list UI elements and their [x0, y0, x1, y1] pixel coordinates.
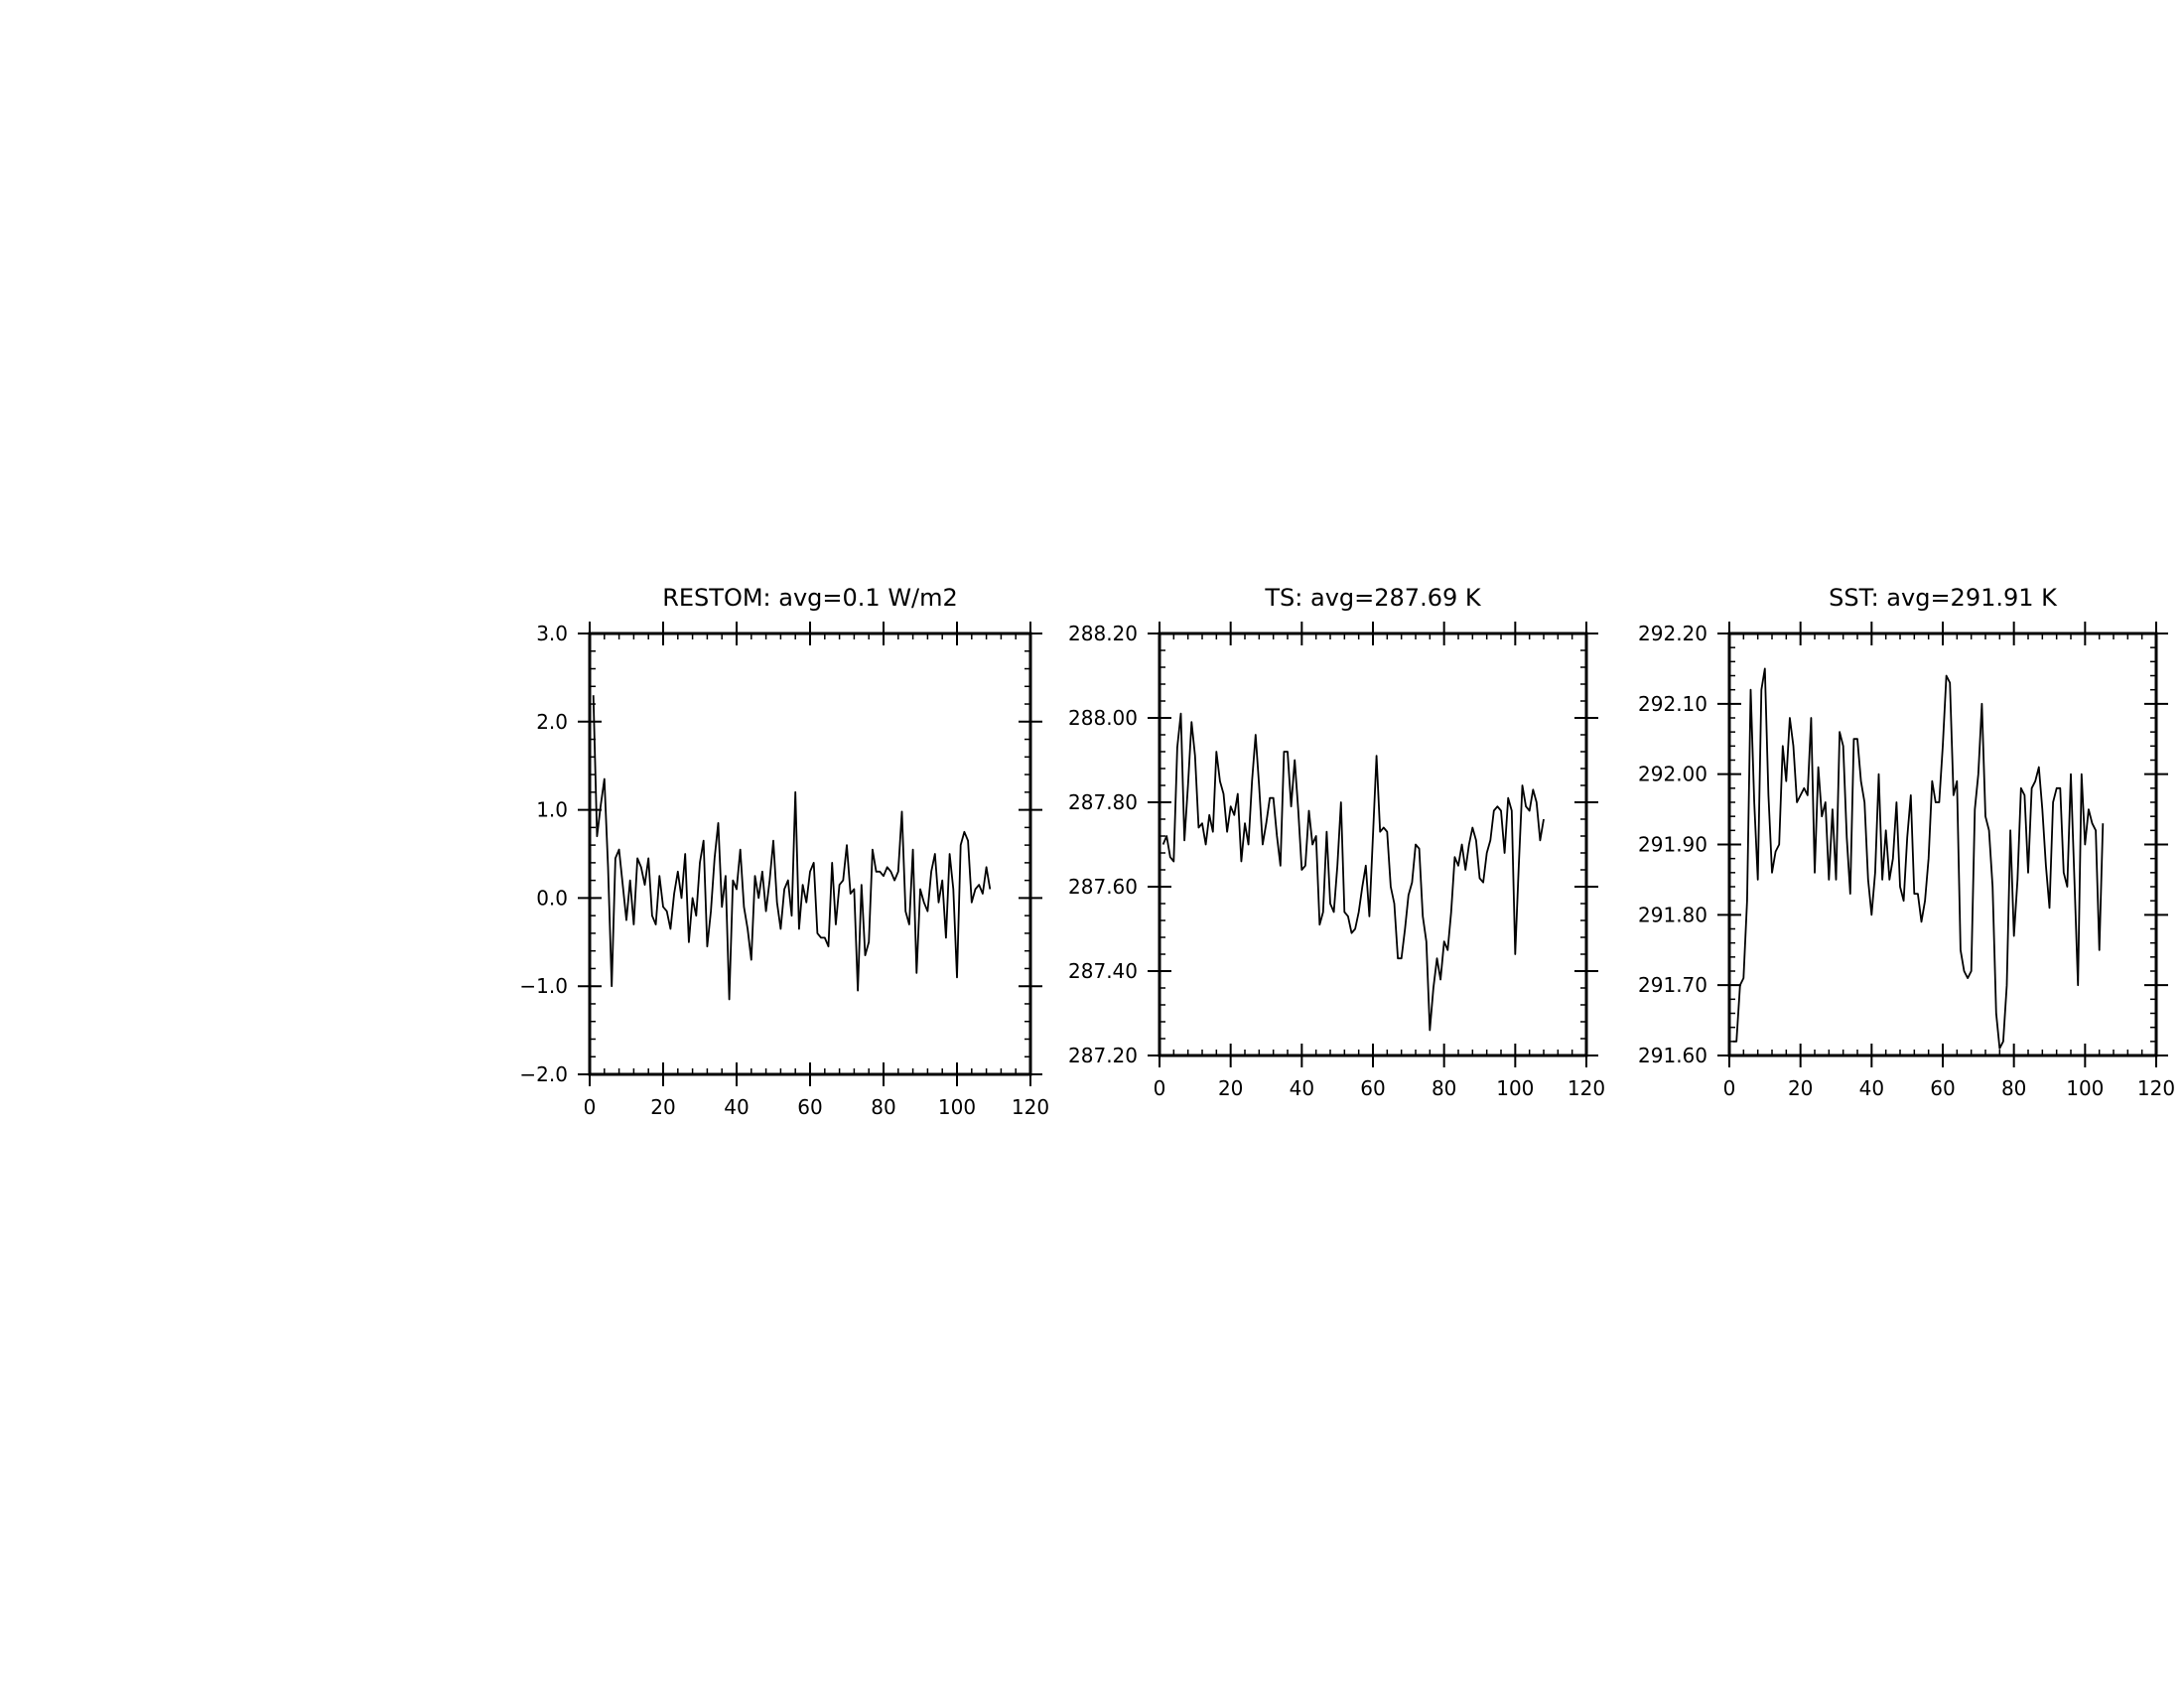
chart-3-y-tick-label: 292.20 — [1638, 622, 1707, 645]
chart-1-x-tick-label: 100 — [938, 1095, 976, 1119]
chart-1-x-tick-label: 80 — [871, 1095, 895, 1119]
chart-2-x-tick-label: 120 — [1568, 1076, 1605, 1100]
chart-1-title: RESTOM: avg=0.1 W/m2 — [662, 584, 958, 612]
chart-1-panel: RESTOM: avg=0.1 W/m2 0 20 40 60 80 100 120 −2.0 −… — [519, 584, 1049, 1119]
chart-2-y-tick-label: 287.20 — [1068, 1044, 1138, 1067]
chart-1-x-tick-label: 60 — [797, 1095, 822, 1119]
chart-1-y-tick-label: 3.0 — [536, 622, 568, 645]
chart-2-x-tick-label: 0 — [1154, 1076, 1166, 1100]
chart-1-y-tick-label: −1.0 — [519, 974, 568, 998]
chart-1-y-tick-label: 2.0 — [536, 710, 568, 734]
chart-1-x-tick-label: 120 — [1012, 1095, 1049, 1119]
chart-1-series-line — [592, 695, 992, 1001]
chart-2-y-tick-label: 288.00 — [1068, 706, 1138, 730]
chart-2-x-tick-label: 60 — [1360, 1076, 1385, 1100]
chart-2-series-line — [1161, 712, 1545, 1032]
chart-3-title: SST: avg=291.91 K — [1829, 584, 2058, 612]
chart-2-title: TS: avg=287.69 K — [1264, 584, 1481, 612]
chart-3-y-tick-label: 291.60 — [1638, 1044, 1707, 1067]
chart-3-y-tick-label: 292.00 — [1638, 763, 1707, 786]
chart-3-y-tick-label: 292.10 — [1638, 692, 1707, 716]
chart-3-x-tick-label: 60 — [1930, 1076, 1955, 1100]
chart-3-y-tick-label: 291.90 — [1638, 833, 1707, 857]
chart-3-frame — [1727, 632, 2158, 1057]
chart-2-x-tick-label: 40 — [1290, 1076, 1314, 1100]
chart-2-x-tick-label: 20 — [1218, 1076, 1243, 1100]
chart-1-y-tick-label: 0.0 — [536, 886, 568, 910]
chart-2-x-tick-label: 100 — [1496, 1076, 1534, 1100]
chart-panels: RESTOM: avg=0.1 W/m2 0 20 40 60 80 100 120 −2.0 −… — [519, 584, 2175, 1119]
chart-3-x-tick-label: 0 — [1723, 1076, 1736, 1100]
chart-3-x-tick-label: 100 — [2066, 1076, 2104, 1100]
chart-1-frame — [588, 632, 1032, 1076]
chart-3-series-line — [1732, 667, 2105, 1050]
chart-3-panel: SST: avg=291.91 K 0 20 40 60 80 100 120 291.60 29… — [1638, 584, 2175, 1100]
chart-2-y-tick-label: 287.40 — [1068, 959, 1138, 983]
chart-3-x-tick-label: 80 — [2001, 1076, 2026, 1100]
chart-1-x-tick-label: 20 — [650, 1095, 675, 1119]
chart-3-x-tick-label: 120 — [2137, 1076, 2175, 1100]
chart-3-x-tick-label: 40 — [1859, 1076, 1884, 1100]
chart-1-y-tick-label: 1.0 — [536, 798, 568, 822]
chart-2-panel: TS: avg=287.69 K 0 20 40 60 80 100 120 287.20 287… — [1068, 584, 1605, 1100]
chart-2-y-tick-label: 287.80 — [1068, 790, 1138, 814]
chart-2-y-tick-label: 287.60 — [1068, 875, 1138, 899]
chart-3-y-tick-label: 291.80 — [1638, 903, 1707, 926]
chart-1-y-tick-label: −2.0 — [519, 1062, 568, 1086]
chart-3-x-tick-label: 20 — [1788, 1076, 1813, 1100]
chart-1-x-tick-label: 40 — [724, 1095, 749, 1119]
chart-2-x-tick-label: 80 — [1432, 1076, 1456, 1100]
chart-1-x-tick-label: 0 — [584, 1095, 597, 1119]
chart-2-y-tick-label: 288.20 — [1068, 622, 1138, 645]
chart-3-y-tick-label: 291.70 — [1638, 973, 1707, 997]
